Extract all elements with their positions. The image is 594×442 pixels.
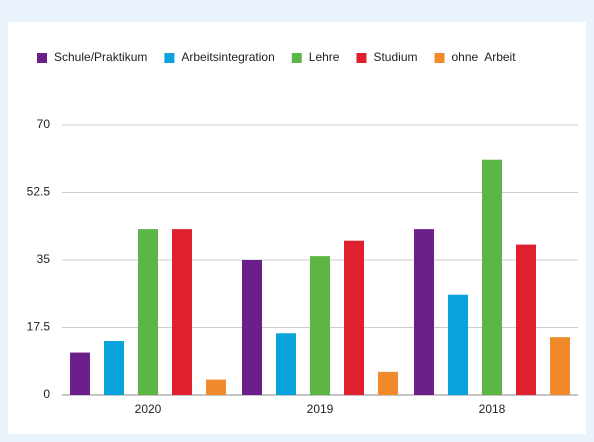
bar: [378, 371, 398, 395]
bar: [448, 294, 468, 395]
y-tick-label: 70: [37, 117, 51, 131]
bar: [242, 260, 262, 395]
bar: [70, 352, 90, 395]
bar: [206, 379, 226, 395]
legend-label: Lehre: [309, 50, 340, 64]
legend-swatch: [37, 53, 47, 63]
bar: [276, 333, 296, 395]
legend-label: Arbeitsintegration: [181, 50, 274, 64]
bar: [172, 229, 192, 395]
y-tick-label: 0: [43, 387, 50, 401]
legend-swatch: [164, 53, 175, 63]
legend-label: Schule/Praktikum: [54, 50, 147, 64]
bar: [310, 256, 330, 395]
bar: [104, 341, 124, 395]
bar: [550, 337, 570, 395]
legend-label: Studium: [373, 50, 417, 64]
y-tick-label: 17.5: [27, 320, 51, 334]
y-tick-label: 35: [37, 252, 51, 266]
x-tick-label: 2018: [479, 402, 506, 416]
bar: [138, 229, 158, 395]
legend-swatch: [291, 53, 302, 63]
x-tick-label: 2019: [307, 402, 334, 416]
legend-swatch: [356, 53, 367, 63]
legend-label: ohne Arbeit: [452, 50, 517, 64]
x-tick-label: 2020: [135, 402, 162, 416]
legend-swatch: [434, 53, 445, 63]
bar: [516, 244, 536, 395]
bar: [414, 229, 434, 395]
y-tick-label: 52.5: [27, 185, 51, 199]
bar: [344, 240, 364, 395]
bar: [482, 159, 502, 395]
